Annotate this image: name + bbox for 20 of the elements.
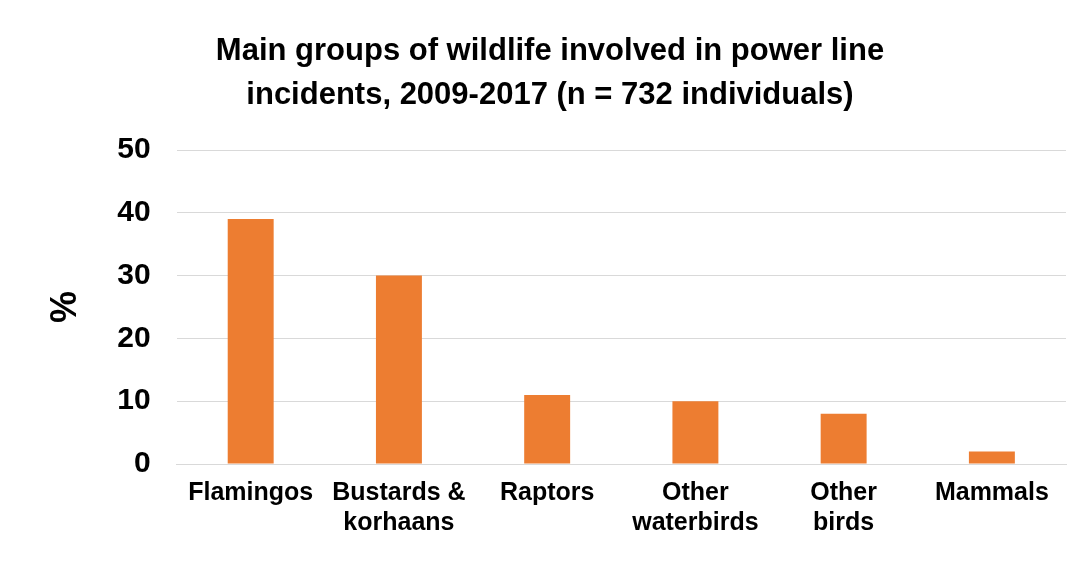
y-tick-label: 30 (117, 256, 151, 290)
y-tick-label: 20 (117, 319, 151, 353)
bar (524, 394, 571, 464)
bar (672, 401, 719, 464)
y-tick-label: 10 (117, 382, 151, 416)
y-tick-label: 0 (133, 445, 151, 479)
x-tick-label: Raptors (499, 476, 595, 505)
x-tick-label: Other waterbirds (631, 476, 759, 535)
x-tick-label: Flamingos (188, 476, 314, 505)
x-tick-label: Other birds (810, 476, 878, 535)
chart-title: Main groups of wildlife involved in power line incidents, 2009-2017 (n = 732 individuals) (214, 31, 886, 113)
y-tick-label: 50 (117, 131, 151, 165)
y-axis-title: % (42, 290, 84, 324)
x-tick-label: Mammals (934, 476, 1049, 505)
bar (227, 219, 274, 464)
x-tick-label: Bustards & korhaans (332, 476, 466, 535)
bar (375, 275, 422, 464)
bar (968, 451, 1015, 464)
y-tick-label: 40 (117, 194, 151, 228)
bar (820, 413, 867, 464)
